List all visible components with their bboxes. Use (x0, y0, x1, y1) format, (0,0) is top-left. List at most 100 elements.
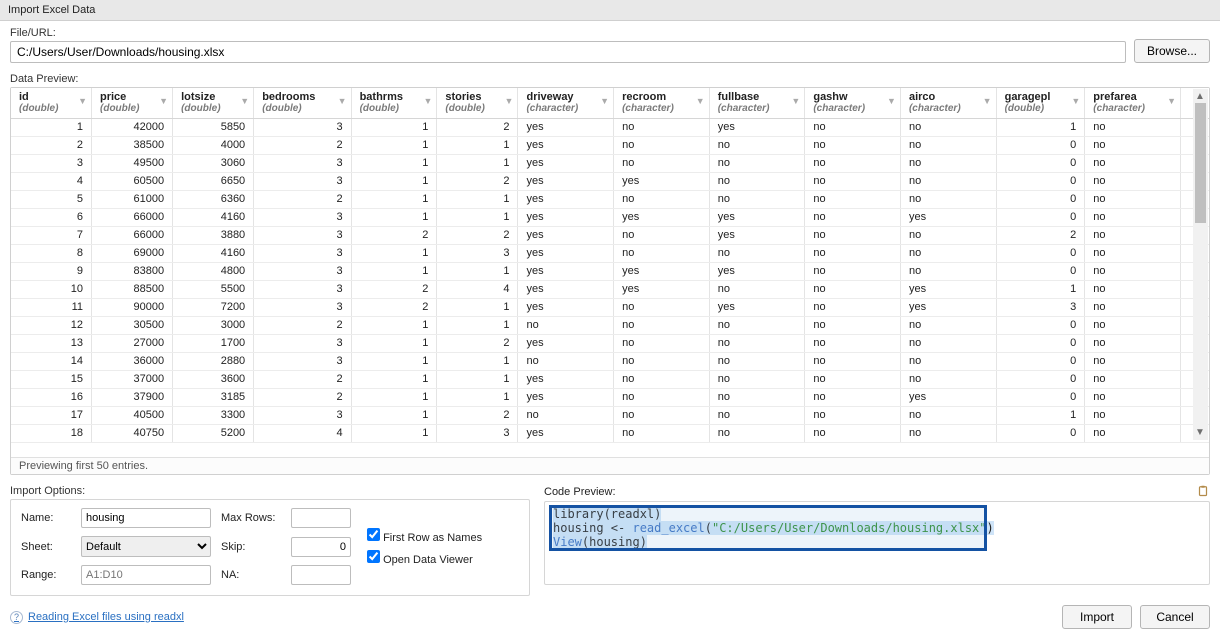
viewer-checkbox-label[interactable]: Open Data Viewer (367, 550, 519, 566)
table-cell: 4 (437, 280, 518, 298)
table-cell: no (1085, 262, 1181, 280)
sheet-select[interactable]: Default (81, 536, 211, 557)
table-row[interactable]: 5610006360211yesnononono0no (11, 190, 1209, 208)
table-row[interactable]: 15370003600211yesnononono0no (11, 370, 1209, 388)
table-cell: yes (614, 280, 710, 298)
preview-status: Previewing first 50 entries. (11, 457, 1209, 474)
table-row[interactable]: 17405003300312nonononono1no (11, 406, 1209, 424)
column-menu-icon[interactable]: ▼ (240, 96, 249, 106)
table-cell: 2 (254, 388, 351, 406)
table-cell: 15 (11, 370, 92, 388)
scroll-up-icon[interactable]: ▲ (1195, 91, 1205, 102)
skip-input[interactable] (291, 537, 351, 557)
table-cell: 66000 (92, 226, 173, 244)
name-input[interactable] (81, 508, 211, 528)
table-cell: 0 (996, 208, 1085, 226)
table-cell: yes (709, 226, 805, 244)
table-cell: 1 (351, 370, 437, 388)
table-cell: 66000 (92, 208, 173, 226)
vertical-scrollbar[interactable]: ▲ ▼ (1193, 89, 1208, 440)
na-input[interactable] (291, 565, 351, 585)
maxrows-input[interactable] (291, 508, 351, 528)
fileurl-input[interactable] (10, 41, 1126, 63)
table-row[interactable]: 18407505200413yesnononono0no (11, 424, 1209, 442)
table-row[interactable]: 1420005850312yesnoyesnono1no (11, 118, 1209, 136)
table-cell: yes (518, 208, 614, 226)
column-header[interactable]: garagepl(double)▼ (996, 88, 1085, 118)
data-preview-panel: id(double)▼price(double)▼lotsize(double)… (10, 87, 1210, 475)
table-cell: 13 (11, 334, 92, 352)
column-header[interactable]: fullbase(character)▼ (709, 88, 805, 118)
column-header[interactable]: prefarea(character)▼ (1085, 88, 1181, 118)
table-cell: 9 (11, 262, 92, 280)
table-cell: 0 (996, 154, 1085, 172)
column-header[interactable]: bedrooms(double)▼ (254, 88, 351, 118)
column-header[interactable]: gashw(character)▼ (805, 88, 901, 118)
firstrow-checkbox[interactable] (367, 528, 380, 541)
column-menu-icon[interactable]: ▼ (159, 96, 168, 106)
column-header[interactable]: airco(character)▼ (900, 88, 996, 118)
column-header[interactable]: stories(double)▼ (437, 88, 518, 118)
na-label: NA: (221, 569, 281, 581)
column-header[interactable]: driveway(character)▼ (518, 88, 614, 118)
column-menu-icon[interactable]: ▼ (423, 96, 432, 106)
column-header[interactable]: bathrms(double)▼ (351, 88, 437, 118)
table-cell: 2 (254, 190, 351, 208)
scroll-down-icon[interactable]: ▼ (1195, 427, 1205, 438)
table-cell: 7 (11, 226, 92, 244)
table-row[interactable]: 9838004800311yesyesyesnono0no (11, 262, 1209, 280)
help-link[interactable]: ? Reading Excel files using readxl (10, 611, 184, 624)
column-menu-icon[interactable]: ▼ (983, 96, 992, 106)
column-menu-icon[interactable]: ▼ (505, 96, 514, 106)
table-cell: yes (518, 424, 614, 442)
column-header[interactable]: id(double)▼ (11, 88, 92, 118)
table-row[interactable]: 16379003185211yesnononoyes0no (11, 388, 1209, 406)
column-menu-icon[interactable]: ▼ (1071, 96, 1080, 106)
table-cell: no (900, 352, 996, 370)
table-cell: yes (518, 136, 614, 154)
table-row[interactable]: 11900007200321yesnoyesnoyes3no (11, 298, 1209, 316)
scroll-thumb[interactable] (1195, 103, 1206, 223)
table-cell: 1 (11, 118, 92, 136)
column-header[interactable]: price(double)▼ (92, 88, 173, 118)
table-row[interactable]: 14360002880311nonononono0no (11, 352, 1209, 370)
table-row[interactable]: 6660004160311yesyesyesnoyes0no (11, 208, 1209, 226)
column-menu-icon[interactable]: ▼ (78, 96, 87, 106)
table-row[interactable]: 2385004000211yesnononono0no (11, 136, 1209, 154)
table-row[interactable]: 13270001700312yesnononono0no (11, 334, 1209, 352)
table-cell: no (900, 262, 996, 280)
viewer-checkbox[interactable] (367, 550, 380, 563)
column-menu-icon[interactable]: ▼ (338, 96, 347, 106)
table-cell: 3 (437, 244, 518, 262)
column-menu-icon[interactable]: ▼ (1167, 96, 1176, 106)
table-cell: no (614, 424, 710, 442)
table-cell: 2 (437, 406, 518, 424)
table-row[interactable]: 12305003000211nonononono0no (11, 316, 1209, 334)
column-menu-icon[interactable]: ▼ (600, 96, 609, 106)
column-menu-icon[interactable]: ▼ (887, 96, 896, 106)
column-header[interactable]: recroom(character)▼ (614, 88, 710, 118)
column-menu-icon[interactable]: ▼ (791, 96, 800, 106)
maxrows-label: Max Rows: (221, 512, 281, 524)
table-row[interactable]: 8690004160313yesnononono0no (11, 244, 1209, 262)
import-options-label: Import Options: (10, 485, 530, 497)
copy-icon[interactable] (1196, 485, 1210, 499)
table-row[interactable]: 3495003060311yesnononono0no (11, 154, 1209, 172)
import-button[interactable]: Import (1062, 605, 1132, 629)
table-cell: no (805, 262, 901, 280)
table-row[interactable]: 7660003880322yesnoyesnono2no (11, 226, 1209, 244)
range-input[interactable] (81, 565, 211, 585)
table-cell: yes (709, 262, 805, 280)
cancel-button[interactable]: Cancel (1140, 605, 1210, 629)
column-header[interactable]: lotsize(double)▼ (173, 88, 254, 118)
browse-button[interactable]: Browse... (1134, 39, 1210, 63)
table-cell: 4160 (173, 244, 254, 262)
table-cell: no (614, 388, 710, 406)
table-row[interactable]: 4605006650312yesyesnonono0no (11, 172, 1209, 190)
table-cell: no (1085, 334, 1181, 352)
firstrow-checkbox-label[interactable]: First Row as Names (367, 528, 519, 544)
column-menu-icon[interactable]: ▼ (696, 96, 705, 106)
table-cell: 3 (254, 208, 351, 226)
code-preview-box[interactable]: library(readxl) housing <- read_excel("C… (544, 501, 1210, 585)
table-row[interactable]: 10885005500324yesyesnonoyes1no (11, 280, 1209, 298)
